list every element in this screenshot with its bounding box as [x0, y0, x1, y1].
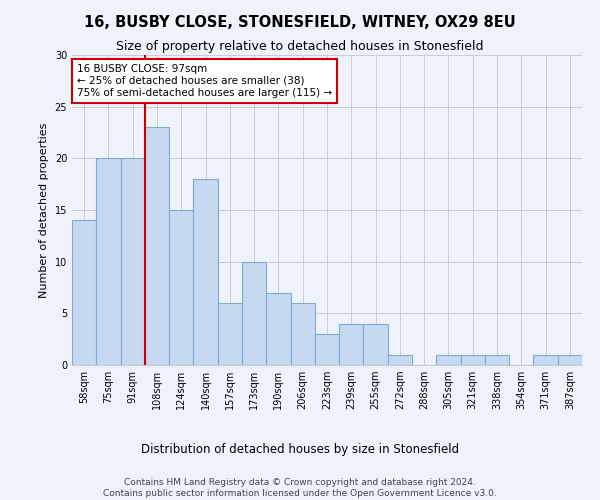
- Bar: [169, 210, 193, 365]
- Bar: [485, 354, 509, 365]
- Bar: [339, 324, 364, 365]
- Bar: [266, 292, 290, 365]
- Bar: [96, 158, 121, 365]
- Bar: [364, 324, 388, 365]
- Bar: [193, 179, 218, 365]
- Bar: [72, 220, 96, 365]
- Text: Contains HM Land Registry data © Crown copyright and database right 2024.
Contai: Contains HM Land Registry data © Crown c…: [103, 478, 497, 498]
- Bar: [218, 303, 242, 365]
- Y-axis label: Number of detached properties: Number of detached properties: [39, 122, 49, 298]
- Bar: [388, 354, 412, 365]
- Bar: [290, 303, 315, 365]
- Bar: [145, 128, 169, 365]
- Text: 16 BUSBY CLOSE: 97sqm
← 25% of detached houses are smaller (38)
75% of semi-deta: 16 BUSBY CLOSE: 97sqm ← 25% of detached …: [77, 64, 332, 98]
- Bar: [461, 354, 485, 365]
- Bar: [436, 354, 461, 365]
- Text: Distribution of detached houses by size in Stonesfield: Distribution of detached houses by size …: [141, 442, 459, 456]
- Bar: [121, 158, 145, 365]
- Text: 16, BUSBY CLOSE, STONESFIELD, WITNEY, OX29 8EU: 16, BUSBY CLOSE, STONESFIELD, WITNEY, OX…: [84, 15, 516, 30]
- Bar: [242, 262, 266, 365]
- Bar: [315, 334, 339, 365]
- Text: Size of property relative to detached houses in Stonesfield: Size of property relative to detached ho…: [116, 40, 484, 53]
- Bar: [558, 354, 582, 365]
- Bar: [533, 354, 558, 365]
